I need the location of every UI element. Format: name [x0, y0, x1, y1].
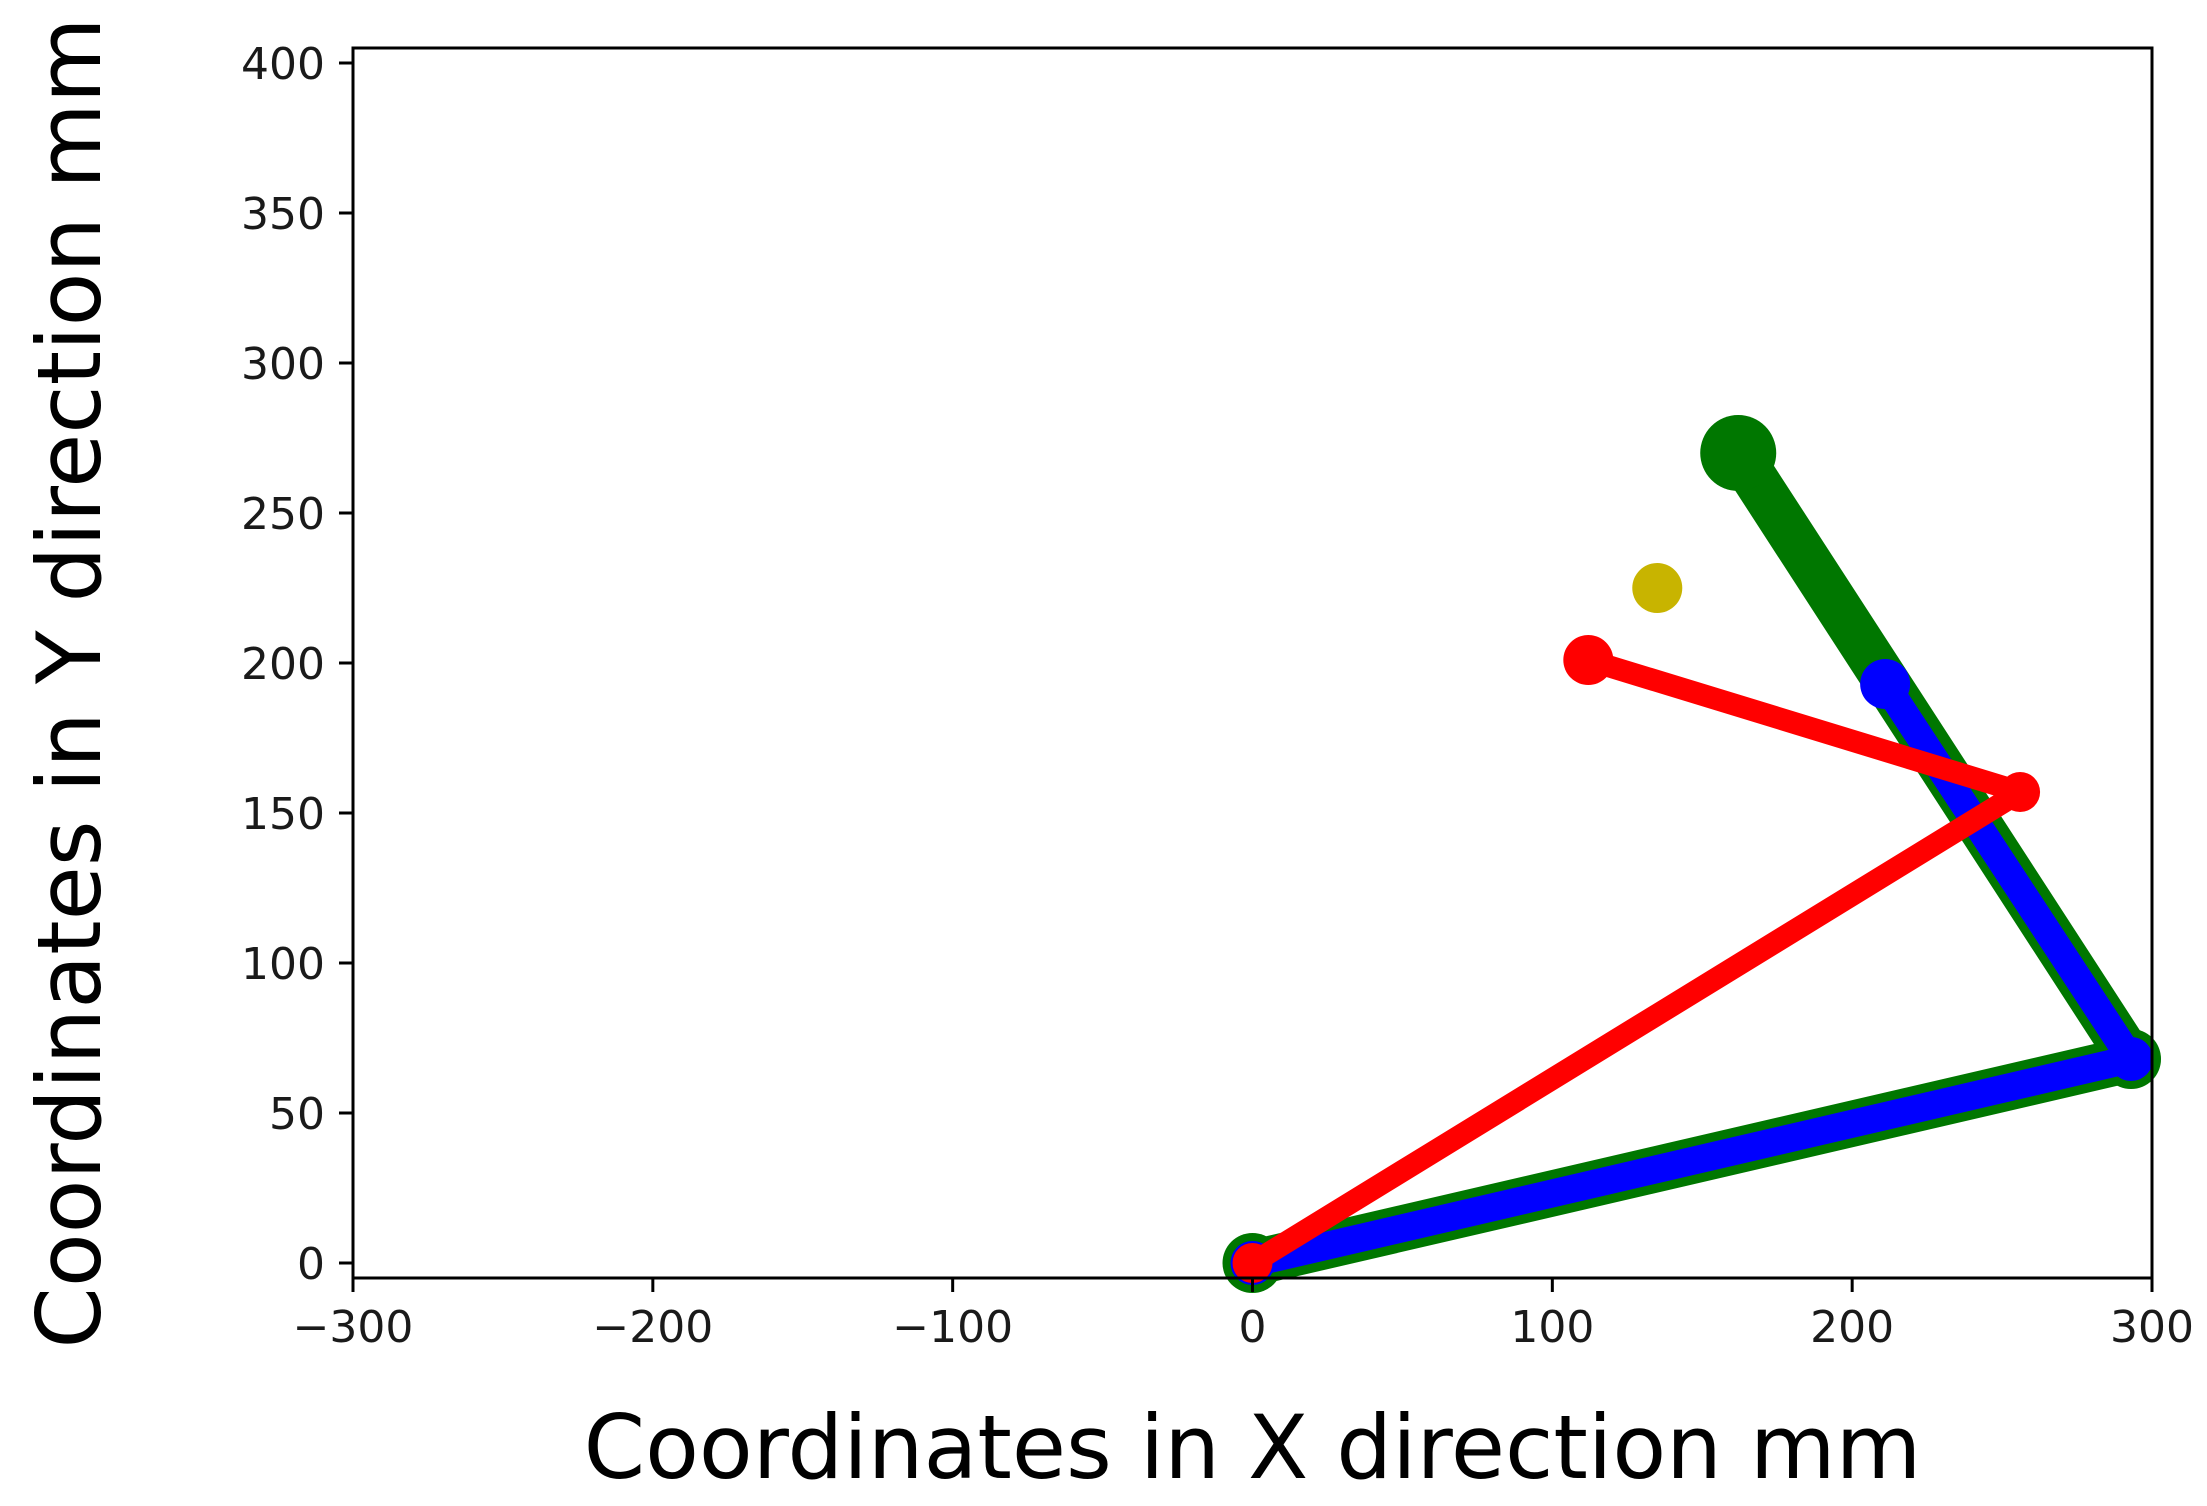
y-tick-label: 350: [241, 189, 325, 240]
y-tick-label: 150: [241, 789, 325, 840]
series-point: [1860, 659, 1911, 709]
y-tick-label: 400: [241, 39, 325, 90]
x-tick-label: 100: [1510, 1302, 1594, 1353]
series-point: [2000, 772, 2041, 812]
series-point: [1232, 1243, 1273, 1283]
y-tick-label: 100: [241, 939, 325, 990]
y-ticks: 0 50 100 150 200 250 300 350 400: [241, 39, 353, 1290]
x-tick-label: −100: [892, 1302, 1013, 1353]
x-tick-label: 200: [1810, 1302, 1894, 1353]
series-point: [1563, 635, 1614, 685]
x-tick-label: −300: [293, 1302, 414, 1353]
y-tick-label: 50: [269, 1089, 325, 1140]
y-tick-label: 250: [241, 489, 325, 540]
x-ticks: −300 −200 −100 0 100 200 300: [293, 1278, 2194, 1353]
series-point: [1700, 415, 1777, 491]
x-tick-label: 300: [2110, 1302, 2194, 1353]
series-3: [1232, 635, 2041, 1283]
y-axis-title: Coordinates in Y direction mm: [18, 17, 121, 1348]
x-axis-title: Coordinates in X direction mm: [584, 1396, 1922, 1499]
x-tick-label: 0: [1239, 1302, 1267, 1353]
y-tick-label: 0: [297, 1239, 325, 1290]
target-point: [1632, 563, 1683, 613]
plot-frame: [351, 46, 2154, 1280]
y-tick-label: 200: [241, 639, 325, 690]
series-point: [2109, 1037, 2154, 1081]
x-tick-label: −200: [592, 1302, 713, 1353]
y-tick-label: 300: [241, 339, 325, 390]
